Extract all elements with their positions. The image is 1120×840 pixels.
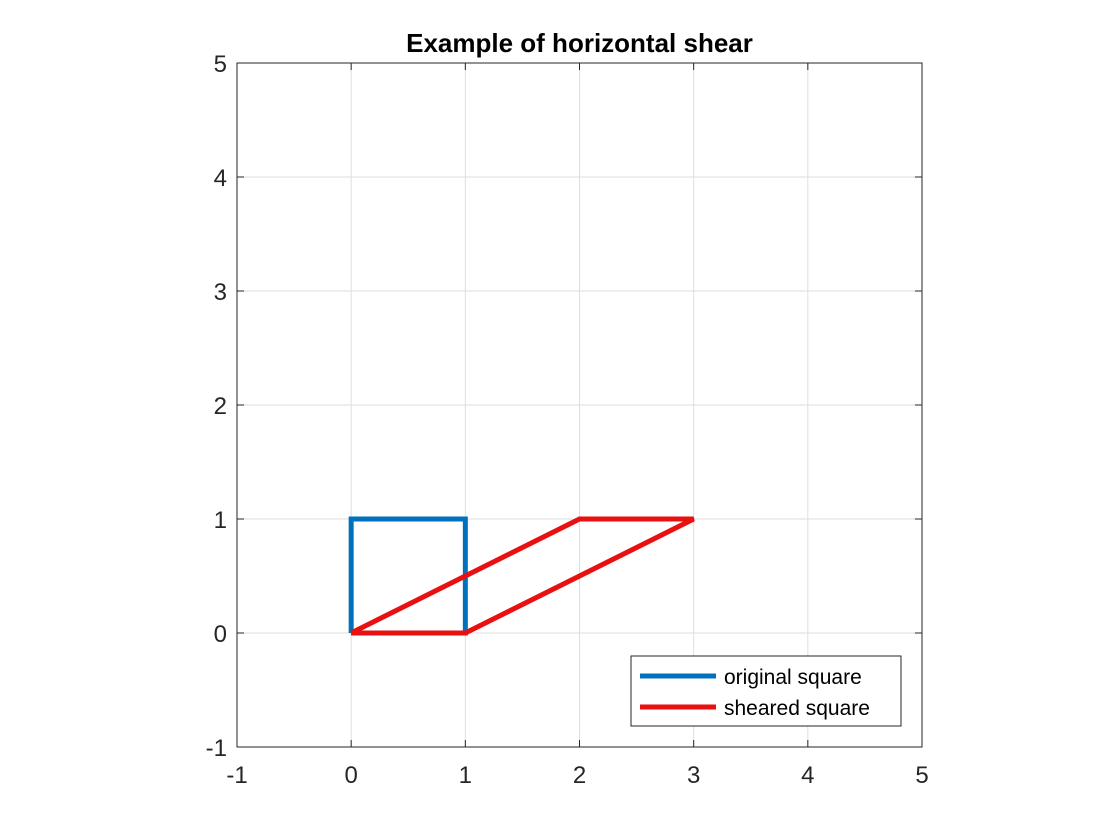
x-tick-label: 1 <box>459 762 472 789</box>
ticks: -1 0 1 2 3 4 5 -1 0 1 2 3 4 5 <box>206 51 929 789</box>
y-tick-label: 4 <box>214 165 227 192</box>
legend-box <box>630 655 902 727</box>
x-tick-label: 4 <box>801 762 814 789</box>
y-tick-label: -1 <box>206 735 227 762</box>
y-tick-label: 3 <box>214 279 227 306</box>
y-tick-label: 2 <box>214 393 227 420</box>
legend-label: original square <box>724 666 862 689</box>
x-tick-label: 5 <box>915 762 928 789</box>
x-tick-label: -1 <box>226 762 247 789</box>
grid <box>236 62 923 748</box>
x-tick-label: 2 <box>573 762 586 789</box>
y-tick-label: 1 <box>214 507 227 534</box>
x-tick-label: 3 <box>687 762 700 789</box>
series-line-1 <box>348 516 468 636</box>
legend-label: sheared square <box>724 697 870 720</box>
x-tick-label: 0 <box>344 762 357 789</box>
series-layer <box>348 516 695 636</box>
series-line-2 <box>350 516 695 636</box>
y-tick-label: 5 <box>214 51 227 78</box>
y-tick-label: 0 <box>214 621 227 648</box>
chart-title: Example of horizontal shear <box>406 28 753 58</box>
legend: original square sheared square <box>630 655 902 727</box>
